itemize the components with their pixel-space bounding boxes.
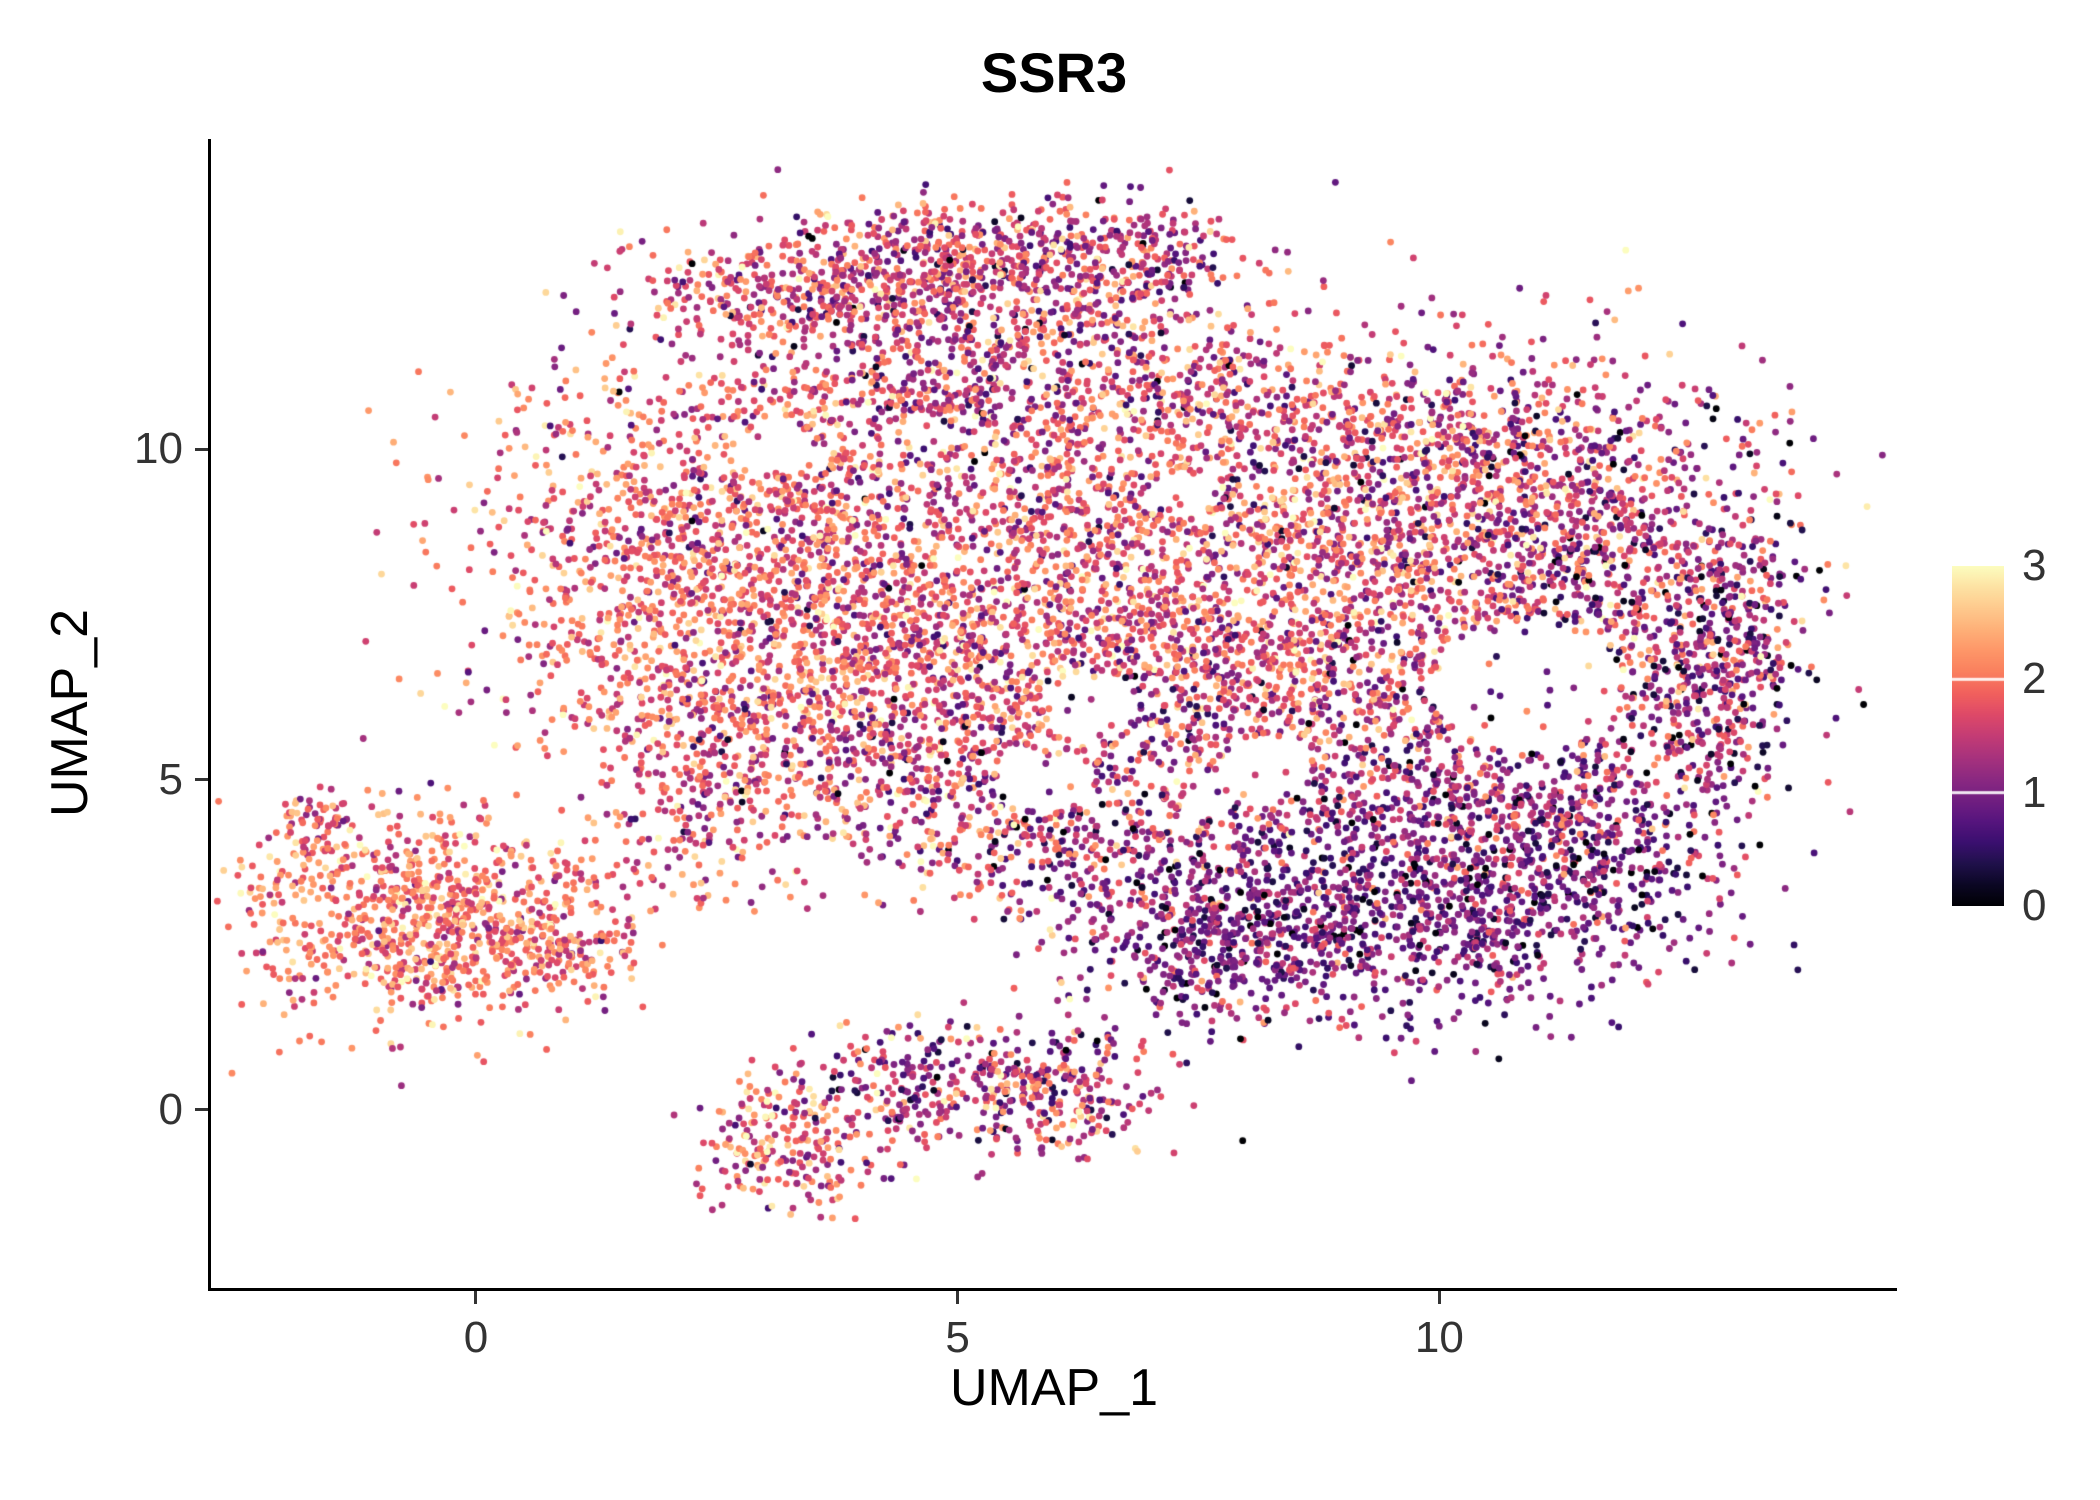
x-tick-label: 10 <box>1414 1313 1464 1362</box>
y-axis-line <box>208 139 211 1291</box>
colorbar-tick-label: 2 <box>2022 654 2047 704</box>
x-tick-mark <box>956 1291 960 1304</box>
y-tick-mark <box>195 778 208 782</box>
y-tick-mark <box>195 1108 208 1112</box>
x-tick-mark <box>474 1291 478 1304</box>
x-axis-line <box>208 1288 1897 1291</box>
y-tick-mark <box>195 447 208 451</box>
x-axis-label: UMAP_1 <box>949 1359 1159 1417</box>
x-tick-mark <box>1437 1291 1441 1304</box>
x-tick-label: 0 <box>463 1313 489 1362</box>
scatter-canvas <box>211 139 1897 1288</box>
x-tick-label: 5 <box>945 1313 970 1362</box>
y-tick-label: 10 <box>134 424 183 474</box>
colorbar-tick-label: 0 <box>2022 881 2047 930</box>
colorbar-tick-label: 3 <box>2022 541 2047 590</box>
colorbar-tick-label: 1 <box>2022 767 2047 817</box>
plot-title: SSR3 <box>980 41 1128 104</box>
y-tick-label: 5 <box>158 754 183 804</box>
y-tick-label: 0 <box>158 1084 183 1134</box>
colorbar-gradient <box>1952 566 2004 906</box>
